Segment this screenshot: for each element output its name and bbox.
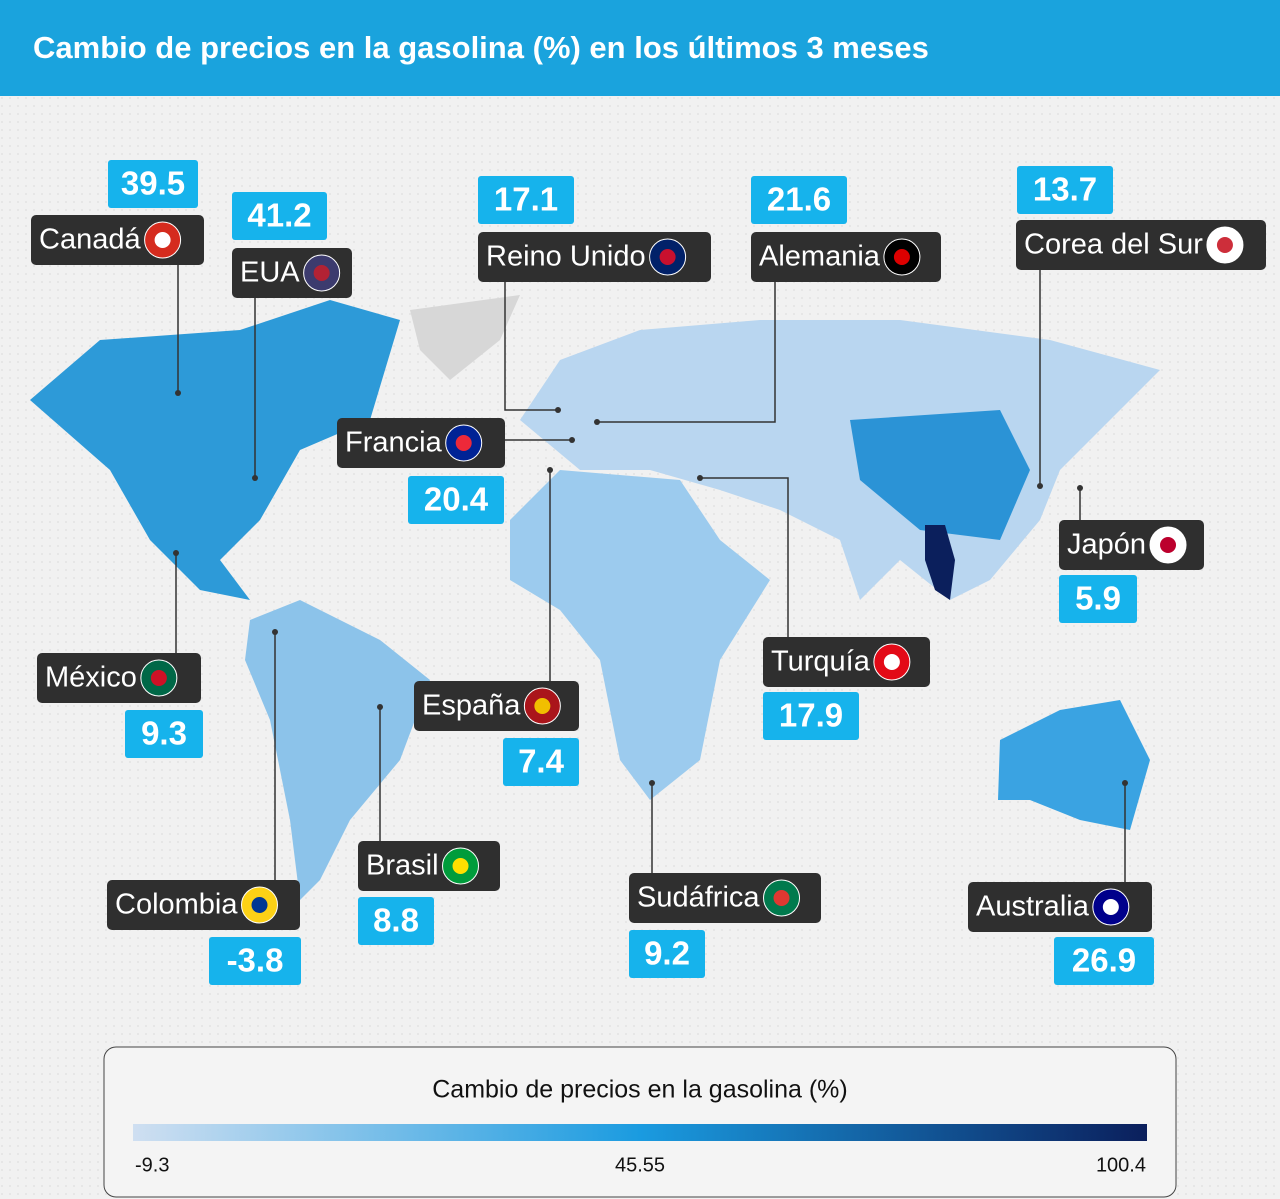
value-box	[751, 176, 847, 224]
leader-dot	[555, 407, 561, 413]
leader-dot	[1122, 780, 1128, 786]
flag-detail	[1102, 899, 1119, 915]
flag-detail	[773, 890, 790, 906]
value-box	[478, 176, 574, 224]
country-value: 26.9	[1072, 942, 1136, 979]
country-name: España	[422, 690, 521, 722]
country-name: Reino Unido	[486, 241, 646, 273]
leader-dot	[377, 704, 383, 710]
north-america	[30, 300, 400, 600]
value-box	[408, 476, 504, 524]
leader-dot	[569, 437, 575, 443]
leader-dot	[1037, 483, 1043, 489]
name-box	[478, 232, 711, 282]
country-name: Australia	[976, 891, 1090, 923]
country-value: 20.4	[424, 481, 489, 518]
leader-dot	[175, 390, 181, 396]
value-box	[1059, 575, 1137, 623]
legend-min: -9.3	[135, 1154, 169, 1176]
country-name: Alemania	[759, 241, 881, 273]
country-name: Corea del Sur	[1024, 229, 1203, 261]
country-value: 41.2	[247, 197, 311, 234]
map	[30, 295, 1160, 900]
country-value: 17.9	[779, 697, 843, 734]
country-value: 13.7	[1033, 171, 1097, 208]
leader-dot	[547, 467, 553, 473]
title: Cambio de precios en la gasolina (%) en …	[33, 30, 929, 65]
leader-line	[700, 477, 789, 637]
australia	[998, 700, 1150, 830]
myanmar	[925, 525, 955, 600]
country-value: 9.2	[644, 935, 690, 972]
leader-dot	[1077, 485, 1083, 491]
leader-dot	[594, 419, 600, 425]
leader-line	[597, 282, 776, 423]
country-name: Turquía	[771, 646, 871, 678]
country-name: Sudáfrica	[637, 882, 760, 914]
value-box	[763, 692, 859, 740]
value-box	[209, 937, 301, 985]
name-box	[1016, 220, 1266, 270]
country-value: 7.4	[518, 743, 565, 780]
legend-box	[103, 1046, 1177, 1198]
country-value: 21.6	[767, 181, 831, 218]
country-value: 17.1	[494, 181, 558, 218]
country-value: 5.9	[1075, 580, 1121, 617]
legend-max: 100.4	[1096, 1154, 1146, 1176]
flag-detail	[893, 249, 910, 265]
flag-detail	[1216, 237, 1233, 253]
country-name: Brasil	[366, 850, 439, 882]
value-box	[125, 710, 203, 758]
country-name: Japón	[1067, 529, 1146, 561]
value-box	[108, 160, 198, 208]
legend-title: Cambio de precios en la gasolina (%)	[432, 1076, 848, 1104]
flag-detail	[313, 265, 330, 281]
flag-detail	[251, 897, 268, 913]
leader-dot	[697, 475, 703, 481]
country-name: Francia	[345, 427, 443, 459]
flag-detail	[455, 435, 472, 451]
value-box	[503, 738, 579, 786]
flag-detail	[883, 654, 900, 670]
china	[850, 410, 1030, 540]
country-value: 9.3	[141, 715, 187, 752]
country-name: México	[45, 662, 137, 694]
africa	[510, 470, 770, 800]
legend-mid: 45.55	[615, 1154, 665, 1176]
flag-detail	[1160, 537, 1177, 553]
flag-detail	[534, 698, 551, 714]
country-value: 39.5	[121, 165, 185, 202]
value-box	[232, 192, 327, 240]
value-box	[1054, 937, 1154, 985]
flag-detail	[154, 232, 171, 248]
legend-gradient	[133, 1124, 1147, 1141]
flag-detail	[452, 858, 469, 874]
header-bar	[0, 0, 1280, 96]
leader-dot	[252, 475, 258, 481]
leader-dot	[649, 780, 655, 786]
flag-detail	[150, 670, 167, 686]
country-value: -3.8	[227, 942, 284, 979]
value-box	[358, 897, 434, 945]
leader-dot	[173, 550, 179, 556]
leader-line	[504, 282, 558, 411]
value-box	[629, 930, 705, 978]
south-america	[245, 600, 430, 900]
flag-detail	[659, 249, 676, 265]
greenland	[410, 295, 520, 380]
country-name: Colombia	[115, 889, 238, 921]
country-name: EUA	[240, 257, 300, 289]
country-name: Canadá	[39, 224, 141, 256]
leader-dot	[272, 629, 278, 635]
country-value: 8.8	[373, 902, 419, 939]
value-box	[1017, 166, 1113, 214]
